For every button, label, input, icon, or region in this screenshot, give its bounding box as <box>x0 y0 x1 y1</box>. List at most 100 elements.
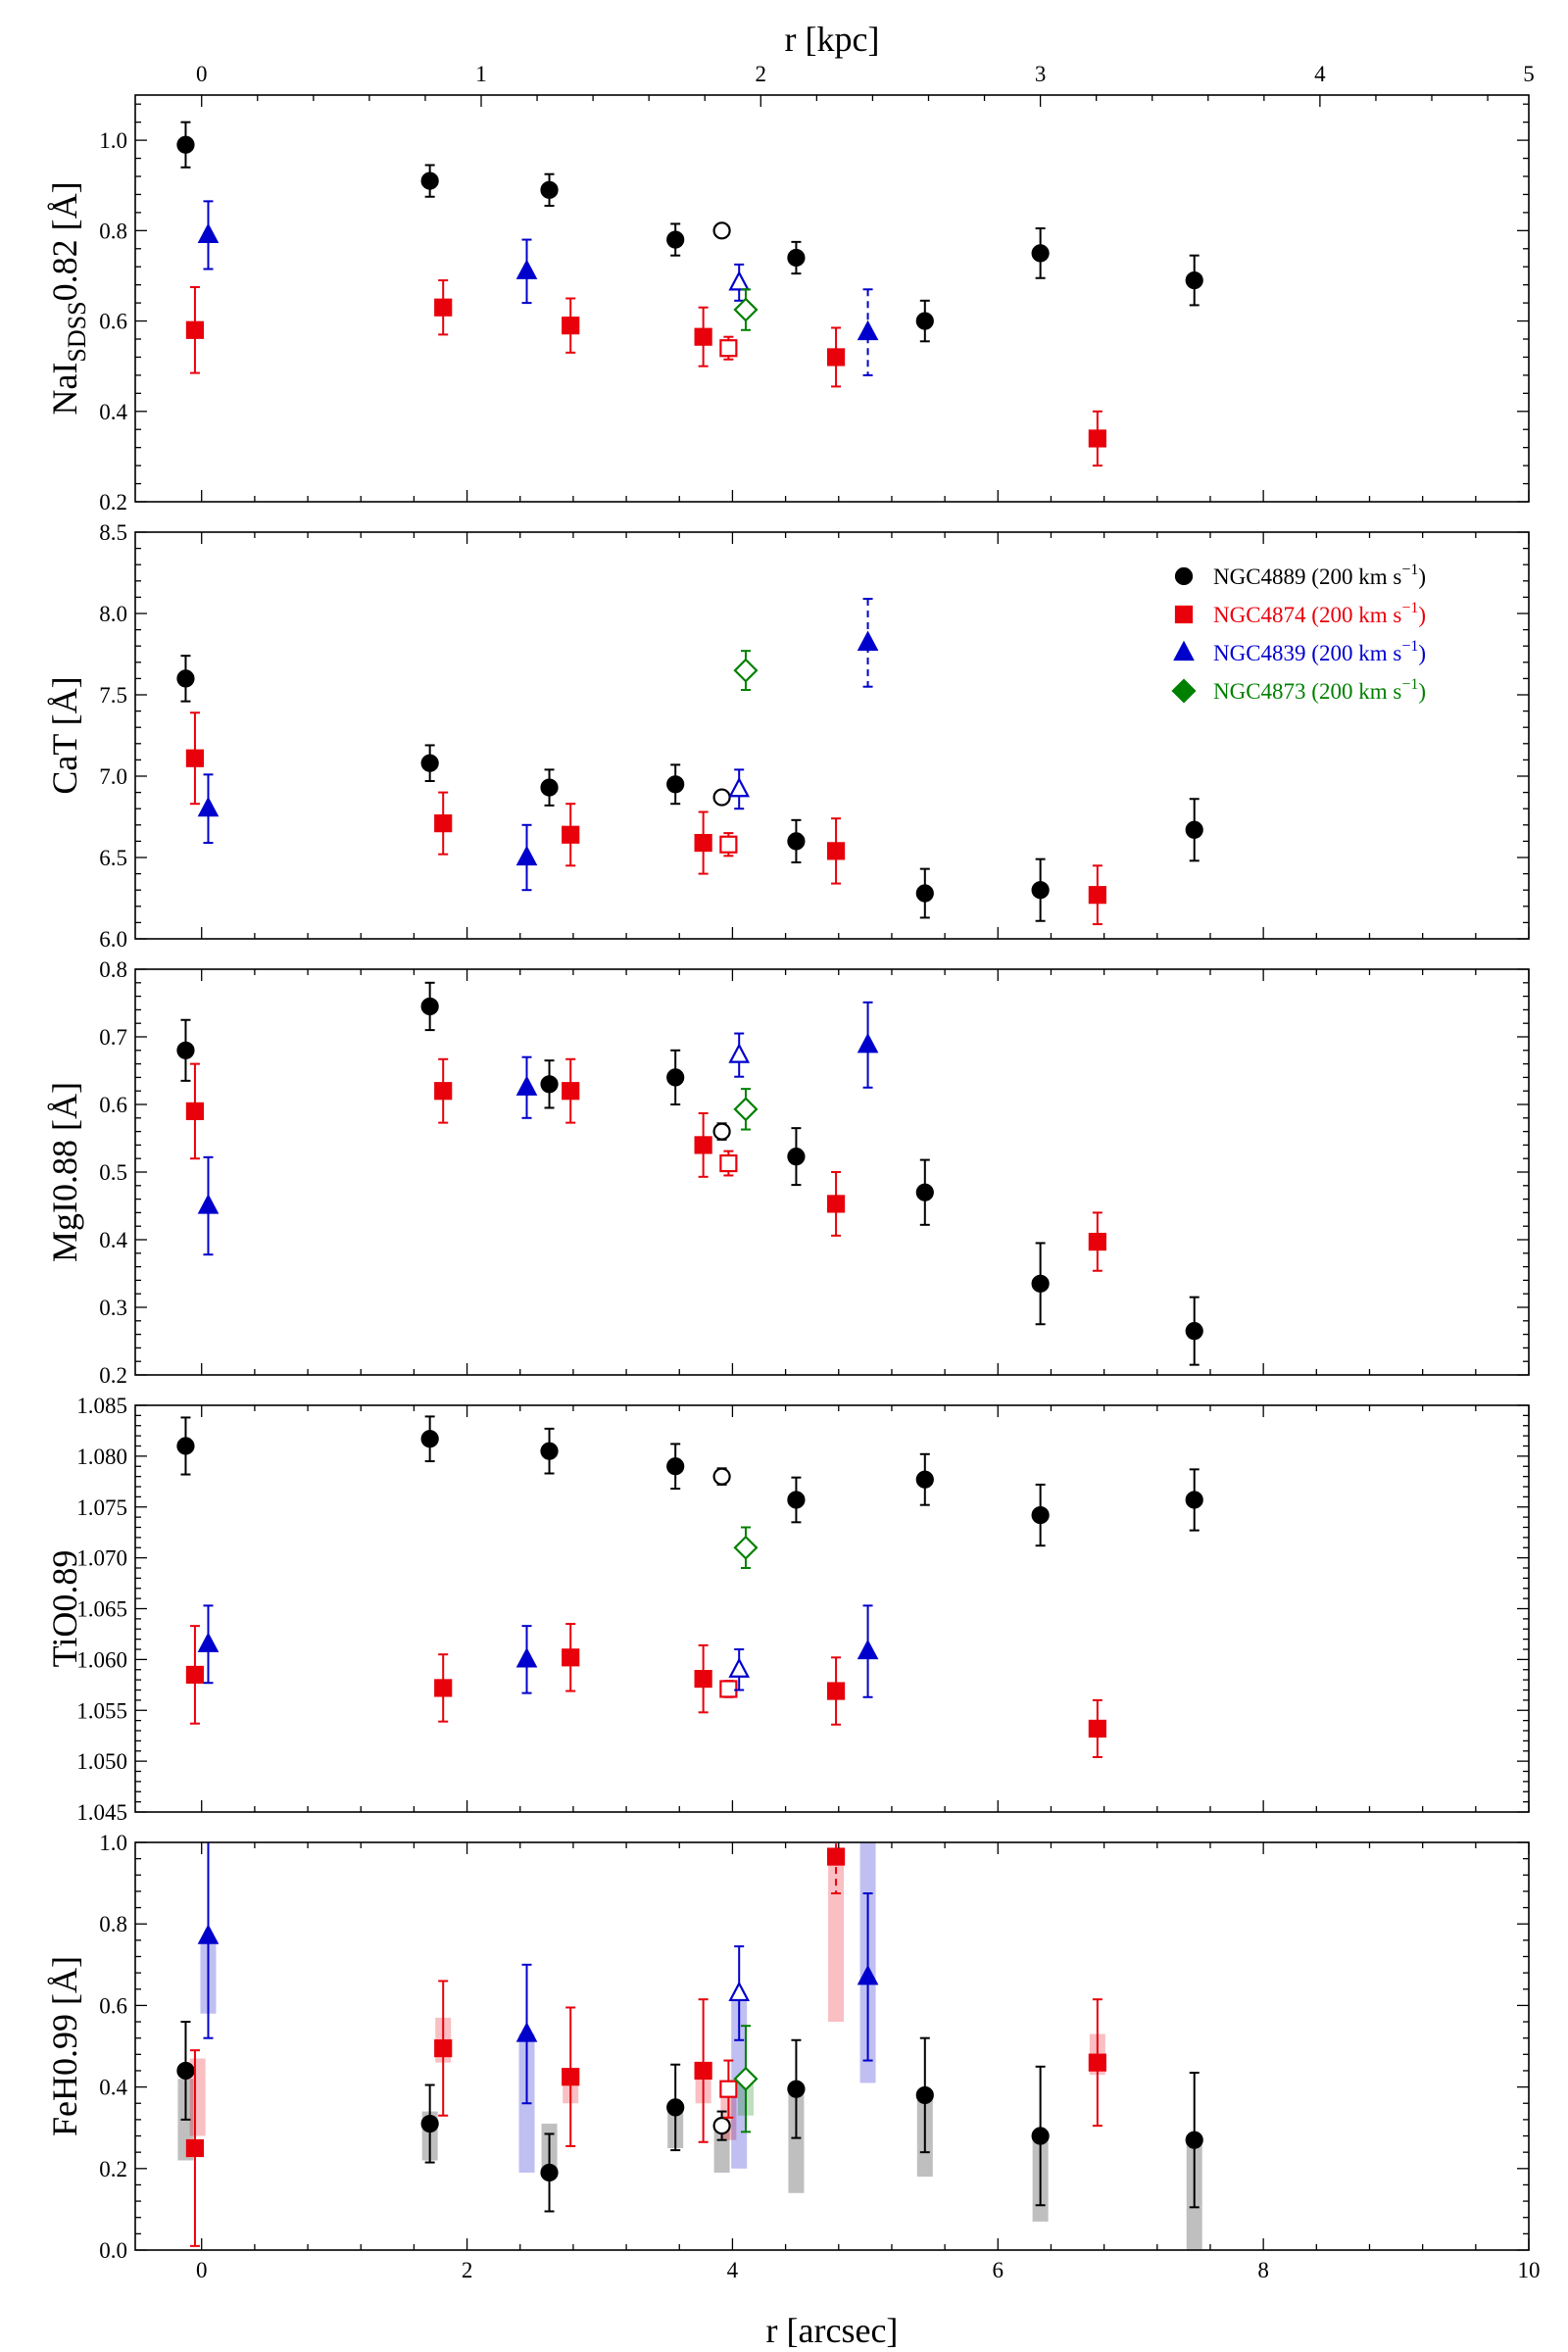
data-point-ngc4889-open <box>712 2117 731 2135</box>
y-tick-label: 0.4 <box>99 2076 127 2100</box>
data-point-ngc4889 <box>1185 820 1203 839</box>
data-point-ngc4839 <box>515 2022 538 2042</box>
y-tick-label: 0.2 <box>99 1363 127 1388</box>
data-point-ngc4889 <box>666 2098 685 2117</box>
data-point-ngc4874 <box>826 348 846 367</box>
data-point-ngc4874 <box>1088 2053 1106 2072</box>
kpc-tick-label: 1 <box>475 62 487 86</box>
legend-marker-1 <box>1174 605 1194 624</box>
data-point-ngc4874 <box>826 1682 846 1700</box>
data-point-ngc4874 <box>562 317 580 335</box>
y-tick-label: 0.4 <box>99 1228 127 1252</box>
data-point-ngc4874 <box>826 1195 846 1213</box>
y-tick-label: 0.2 <box>99 490 127 514</box>
legend-label-0: NGC4889 (200 km s−1) <box>1213 562 1426 589</box>
legend-marker-0 <box>1174 566 1194 586</box>
data-point-ngc4889 <box>1031 244 1050 263</box>
data-point-ngc4874 <box>434 2038 453 2058</box>
kpc-tick-label: 0 <box>196 62 208 86</box>
data-point-ngc4889 <box>915 884 934 903</box>
data-point-ngc4889 <box>176 135 195 154</box>
data-point-ngc4889 <box>540 778 559 797</box>
y-tick-label: 1.0 <box>99 1831 127 1855</box>
data-point-ngc4874 <box>185 320 205 339</box>
plot-area-nai <box>176 121 1203 467</box>
data-point-ngc4874 <box>694 327 712 346</box>
y-tick-label: 1.085 <box>76 1394 127 1418</box>
data-point-ngc4889 <box>787 1148 806 1166</box>
data-point-ngc4839 <box>515 259 538 279</box>
data-point-ngc4839 <box>197 1632 220 1652</box>
data-point-ngc4839 <box>857 1964 879 1985</box>
data-point-ngc4874 <box>185 1665 205 1685</box>
data-point-ngc4874-open <box>719 2080 738 2098</box>
data-point-ngc4889 <box>1185 270 1203 290</box>
frame-nai <box>134 94 1530 503</box>
data-point-ngc4839-open <box>728 1981 751 2002</box>
data-point-ngc4874 <box>562 2068 580 2086</box>
data-point-ngc4889 <box>420 997 439 1016</box>
y-axis-label-nai: NaISDSS0.82 [Å] <box>45 181 91 415</box>
y-axis-label-tio: TiO0.89 <box>45 1550 84 1668</box>
legend-label-2: NGC4839 (200 km s−1) <box>1213 638 1426 665</box>
data-point-ngc4873-open <box>733 297 759 322</box>
data-point-ngc4889 <box>666 230 685 249</box>
data-point-ngc4889 <box>540 1075 559 1094</box>
data-point-ngc4874 <box>434 1679 453 1697</box>
data-point-ngc4889 <box>1031 2127 1050 2145</box>
data-point-ngc4873-open <box>733 1097 759 1122</box>
data-point-ngc4839-open <box>728 1043 751 1063</box>
x-axis-label: r [arcsec] <box>766 2311 899 2350</box>
data-point-ngc4839-open <box>728 270 751 291</box>
y-tick-label: 0.8 <box>99 1912 127 1936</box>
data-point-ngc4889 <box>1185 2131 1203 2149</box>
data-point-ngc4889-open <box>712 1122 731 1141</box>
data-point-ngc4874 <box>1088 1232 1106 1251</box>
data-point-ngc4889-open <box>712 1467 731 1486</box>
data-point-ngc4874 <box>434 814 453 833</box>
panel-mgi: 0.2 0.3 0.4 0.5 0.6 0.7 0.8 MgI0.88 [Å] <box>45 957 1530 1388</box>
data-point-ngc4839-open <box>728 1657 751 1678</box>
data-point-ngc4889 <box>787 248 806 268</box>
frame-cat <box>134 531 1530 940</box>
data-point-ngc4889 <box>176 1041 195 1059</box>
plot-area-tio <box>176 1415 1203 1758</box>
y-tick-label: 0.2 <box>99 2157 127 2181</box>
x-tick-label: 6 <box>993 2258 1004 2282</box>
data-point-ngc4874 <box>826 1847 846 1866</box>
data-point-ngc4839 <box>857 1032 879 1054</box>
legend-label-1: NGC4874 (200 km s−1) <box>1213 600 1426 627</box>
panel-nai: 0.2 0.4 0.6 0.8 1.0 0 1 2 3 4 5 NaISDSS0.82 [Å] <box>45 62 1535 514</box>
data-point-ngc4874 <box>694 1669 712 1689</box>
data-point-ngc4889 <box>787 2080 806 2098</box>
panel-feh: 0.0 0.2 0.4 0.6 0.8 1.0 0 2 4 6 8 10 FeH0.99 [Å] <box>45 1831 1541 2282</box>
y-tick-label: 8.5 <box>99 520 127 545</box>
data-point-ngc4889 <box>540 1442 559 1460</box>
data-point-ngc4839 <box>197 1194 220 1214</box>
legend: NGC4889 (200 km s−1) NGC4874 (200 km s−1)… <box>1171 562 1426 704</box>
data-point-ngc4874 <box>1088 886 1106 905</box>
plot-area-mgi <box>176 981 1203 1366</box>
kpc-tick-label: 4 <box>1314 62 1326 86</box>
x-tick-label: 4 <box>727 2258 739 2282</box>
data-point-ngc4874 <box>562 825 580 844</box>
y-axis-label-feh: FeH0.99 [Å] <box>45 1956 84 2136</box>
data-point-ngc4874 <box>694 833 712 853</box>
data-point-ngc4889 <box>420 2114 439 2133</box>
data-point-ngc4889 <box>1031 881 1050 900</box>
kpc-tick-label: 3 <box>1035 62 1047 86</box>
data-point-ngc4889 <box>666 1068 685 1087</box>
y-tick-label: 7.0 <box>99 764 127 789</box>
data-point-ngc4889 <box>420 172 439 190</box>
panel-tio: 1.045 1.050 1.055 1.060 1.065 1.070 1.075 1.080… <box>45 1394 1530 1825</box>
data-point-ngc4874 <box>562 1082 580 1101</box>
data-point-ngc4874 <box>562 1648 580 1667</box>
data-point-ngc4874-open <box>719 1680 738 1698</box>
y-tick-label: 1.060 <box>76 1647 127 1672</box>
y-tick-label: 7.5 <box>99 683 127 708</box>
y-tick-label: 1.050 <box>76 1749 127 1774</box>
y-tick-label: 0.6 <box>99 1093 127 1117</box>
y-tick-label: 6.0 <box>99 927 127 952</box>
top-axis-label: r [kpc] <box>785 20 880 59</box>
